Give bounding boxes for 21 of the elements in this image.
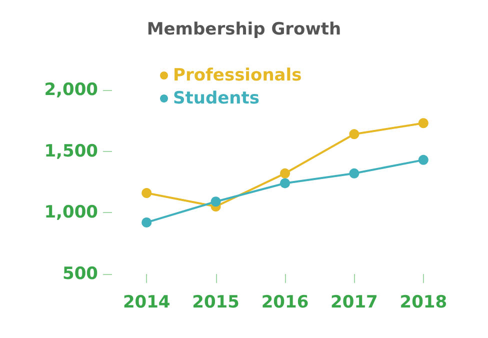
y-tick-label: 1,000: [44, 202, 98, 223]
point: [280, 168, 290, 178]
legend-label: Students: [173, 88, 260, 108]
point: [418, 118, 428, 128]
x-tick-label: 2017: [330, 292, 378, 312]
y-tick-label: 1,500: [44, 141, 98, 162]
point: [280, 178, 290, 188]
x-tick-label: 2016: [261, 292, 309, 312]
legend-label: Professionals: [173, 66, 302, 86]
y-tick-label: 2,000: [44, 80, 98, 100]
point: [142, 188, 152, 198]
point: [349, 129, 360, 140]
y-tick-label: 500: [62, 264, 98, 284]
x-tick-label: 2018: [400, 292, 448, 312]
x-tick-label: 2015: [192, 292, 240, 312]
point: [210, 196, 221, 207]
point: [418, 154, 428, 165]
chart-title: Membership Growth: [146, 20, 342, 40]
point: [142, 217, 152, 228]
point: [349, 168, 360, 178]
x-tick-label: 2014: [122, 292, 170, 312]
